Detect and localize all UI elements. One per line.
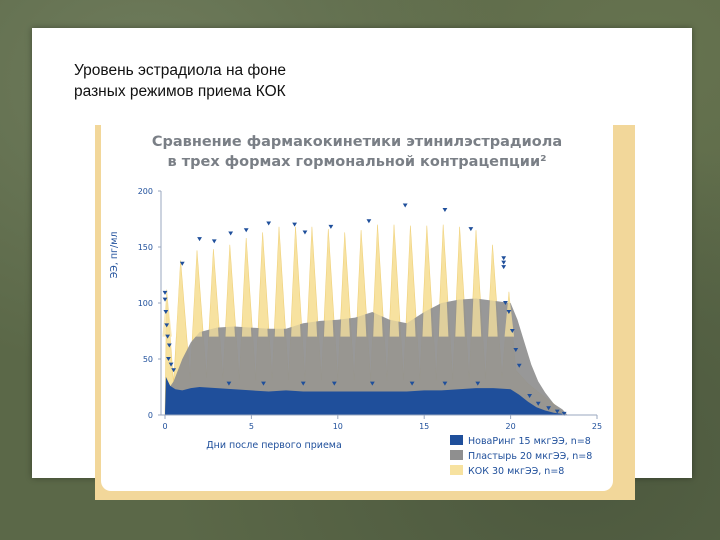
data-marker-12 (228, 231, 234, 236)
pill-peak-13 (356, 230, 367, 337)
x-tick-label-10: 10 (333, 422, 343, 431)
chart-title-line1: Сравнение фармакокинетики этинилэстрадио… (152, 134, 562, 150)
slide-title-line2: разных режимов приема КОК (74, 83, 286, 100)
plot-area (162, 203, 568, 416)
pill-peak-4 (209, 249, 219, 337)
data-marker-16 (302, 230, 308, 235)
slide-title-line1: Уровень эстрадиола на фоне (74, 62, 287, 79)
chart-title-line2: в трех формах гормональной контрацепции² (168, 154, 547, 170)
data-marker-17 (328, 224, 334, 229)
legend-label-1: НоваРинг 15 мкгЭЭ, n=8 (468, 436, 591, 447)
y-tick-label-150: 150 (138, 243, 153, 252)
data-marker-6 (166, 343, 172, 348)
pk-chart: Сравнение фармакокинетики этинилэстрадио… (109, 134, 602, 477)
data-marker-41 (546, 406, 552, 411)
legend-swatch-3 (450, 465, 463, 475)
data-marker-32 (261, 381, 266, 386)
legend: НоваРинг 15 мкгЭЭ, n=8 Пластырь 20 мкгЭЭ,… (450, 435, 592, 477)
axes: 0 50 100 150 200 0 5 10 15 20 25 (138, 187, 602, 431)
data-marker-34 (331, 381, 337, 386)
data-marker-33 (300, 381, 306, 386)
slide: Уровень эстрадиола на фоне разных режимо… (32, 28, 692, 500)
data-marker-7 (168, 362, 174, 367)
y-tick-label-200: 200 (138, 187, 153, 196)
pill-peak-16 (406, 225, 416, 337)
series-patch-area (165, 298, 568, 415)
slide-title: Уровень эстрадиола на фоне разных режимо… (74, 60, 394, 102)
data-marker-37 (442, 381, 448, 386)
data-marker-1 (162, 290, 168, 295)
data-marker-19 (402, 203, 408, 208)
pill-peak-12 (340, 232, 350, 337)
data-marker-4 (164, 323, 170, 328)
y-tick-label-50: 50 (143, 355, 153, 364)
legend-swatch-2 (450, 450, 463, 460)
data-marker-22 (501, 256, 507, 261)
x-tick-label-5: 5 (249, 422, 254, 431)
data-marker-25 (503, 301, 508, 305)
pill-peak-1 (162, 289, 172, 337)
data-marker-36 (409, 381, 415, 386)
data-marker-28 (513, 348, 519, 353)
pill-peak-11 (323, 229, 334, 337)
x-axis-label: Дни после первого приема (206, 440, 342, 451)
pill-peak-3 (192, 250, 203, 337)
data-marker-39 (527, 393, 533, 398)
pill-peak-2 (176, 260, 186, 337)
pill-peak-15 (389, 224, 400, 337)
pill-peak-22 (504, 291, 515, 337)
legend-label-3: КОК 30 мкгЭЭ, n=8 (468, 466, 564, 477)
chart-figure: Сравнение фармакокинетики этинилэстрадио… (95, 125, 635, 500)
legend-label-2: Пластырь 20 мкгЭЭ, n=8 (468, 451, 592, 462)
y-tick-label-100: 100 (138, 299, 153, 308)
x-tick-label-20: 20 (506, 422, 516, 431)
x-tick-label-0: 0 (162, 422, 167, 431)
pill-peak-14 (373, 224, 383, 337)
data-marker-20 (442, 208, 448, 213)
chart-panel: Сравнение фармакокинетики этинилэстрадио… (101, 125, 613, 491)
data-marker-26 (506, 309, 512, 314)
data-marker-5 (165, 334, 170, 339)
data-marker-38 (475, 381, 481, 386)
legend-swatch-1 (450, 435, 463, 445)
data-marker-14 (266, 221, 272, 226)
x-tick-label-25: 25 (592, 422, 602, 431)
data-marker-13 (243, 228, 249, 233)
data-marker-10 (197, 237, 202, 242)
y-tick-label-0: 0 (148, 411, 153, 420)
data-marker-21 (468, 227, 474, 232)
pill-peak-10 (307, 226, 318, 337)
data-marker-11 (211, 239, 217, 244)
data-marker-29 (516, 363, 522, 368)
pill-peak-18 (438, 224, 449, 337)
series-ring-area (165, 376, 563, 415)
data-marker-15 (292, 222, 297, 227)
x-tick-label-15: 15 (419, 422, 429, 431)
data-marker-30 (166, 357, 171, 361)
pill-peak-19 (455, 226, 465, 337)
pill-peak-7 (258, 232, 268, 337)
data-marker-8 (171, 368, 177, 373)
data-marker-42 (554, 409, 560, 414)
pill-peak-21 (488, 244, 498, 337)
data-marker-2 (162, 297, 168, 302)
pill-peak-9 (291, 226, 301, 337)
pill-peak-8 (274, 226, 285, 337)
data-marker-35 (369, 381, 375, 386)
data-marker-3 (163, 309, 169, 314)
data-marker-31 (226, 381, 232, 386)
data-marker-40 (535, 401, 541, 406)
pill-peak-5 (225, 244, 235, 337)
data-marker-43 (561, 411, 567, 416)
data-marker-18 (366, 219, 372, 224)
data-marker-9 (179, 261, 185, 266)
y-axis-label: ЭЭ, пг/мл (109, 232, 120, 279)
data-marker-23 (501, 260, 507, 265)
data-marker-24 (501, 265, 507, 270)
pill-peak-17 (422, 225, 432, 337)
pill-peak-20 (471, 230, 482, 337)
data-marker-27 (509, 329, 515, 333)
pill-peak-6 (241, 238, 252, 337)
